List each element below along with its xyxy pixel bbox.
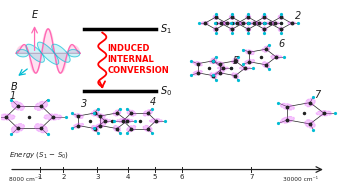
Ellipse shape [44,114,62,120]
Text: 7: 7 [314,90,320,99]
Ellipse shape [232,58,239,64]
Ellipse shape [280,103,294,110]
Text: 5: 5 [233,56,239,66]
Text: E: E [32,10,38,20]
Text: $S_1$: $S_1$ [160,22,172,36]
Text: 6: 6 [180,174,184,180]
Ellipse shape [262,15,267,19]
Text: 5: 5 [153,174,157,180]
Ellipse shape [245,27,251,32]
Ellipse shape [143,125,152,132]
Text: 3: 3 [81,99,87,109]
Text: 6: 6 [278,39,285,49]
Text: B: B [11,82,18,92]
Ellipse shape [11,101,24,110]
Text: 8000 cm⁻¹: 8000 cm⁻¹ [9,177,40,182]
Ellipse shape [73,113,84,119]
Ellipse shape [305,120,315,128]
Ellipse shape [230,27,235,32]
Ellipse shape [278,15,283,19]
Text: 7: 7 [249,174,254,180]
Ellipse shape [34,124,48,133]
Text: $S_0$: $S_0$ [160,84,172,98]
Ellipse shape [232,73,239,79]
Ellipse shape [99,119,111,123]
Ellipse shape [239,66,251,70]
Polygon shape [55,53,67,73]
Ellipse shape [113,110,121,116]
Ellipse shape [210,73,217,79]
Ellipse shape [143,110,152,116]
Ellipse shape [11,124,24,133]
Ellipse shape [95,123,106,128]
Polygon shape [30,53,41,73]
Text: 2: 2 [294,11,301,21]
Ellipse shape [121,119,133,123]
Ellipse shape [239,22,247,25]
Text: 3: 3 [95,174,99,180]
Ellipse shape [215,70,224,75]
Polygon shape [68,50,80,57]
Ellipse shape [113,125,121,132]
Ellipse shape [280,116,294,123]
Ellipse shape [262,62,270,68]
Text: $\it{Energy}$ $(S_1{\,-\,}S_0)$: $\it{Energy}$ $(S_1{\,-\,}S_0)$ [9,150,69,160]
Text: 4: 4 [150,97,156,107]
Ellipse shape [244,59,255,64]
Ellipse shape [95,113,106,119]
Ellipse shape [215,61,224,66]
Text: 1: 1 [10,91,16,101]
Ellipse shape [117,119,130,123]
Polygon shape [42,29,54,53]
Ellipse shape [233,22,242,25]
Ellipse shape [266,22,274,25]
Polygon shape [52,44,70,62]
Ellipse shape [91,110,99,116]
Ellipse shape [217,22,225,25]
Ellipse shape [245,15,251,19]
Ellipse shape [271,22,279,25]
Text: 2: 2 [61,174,66,180]
Ellipse shape [244,50,255,55]
Polygon shape [26,44,45,62]
Ellipse shape [213,15,218,19]
Ellipse shape [218,66,228,70]
Ellipse shape [213,27,218,32]
Text: 1: 1 [37,174,42,180]
Text: 4: 4 [125,174,130,180]
Polygon shape [68,46,80,53]
Ellipse shape [91,125,99,132]
Ellipse shape [230,15,235,19]
Ellipse shape [249,22,258,25]
Ellipse shape [73,123,84,128]
Ellipse shape [262,46,270,52]
Ellipse shape [278,27,283,32]
Text: 30000 cm⁻¹: 30000 cm⁻¹ [284,177,319,182]
Ellipse shape [127,125,136,132]
Ellipse shape [193,70,202,75]
Ellipse shape [316,111,332,116]
Ellipse shape [222,22,231,25]
Polygon shape [16,50,28,57]
Ellipse shape [262,27,267,32]
Ellipse shape [305,98,315,107]
Text: INDUCED
INTERNAL
CONVERSION: INDUCED INTERNAL CONVERSION [107,44,169,75]
Ellipse shape [34,101,48,110]
Polygon shape [37,42,59,64]
Ellipse shape [127,110,136,116]
Ellipse shape [210,58,217,64]
Polygon shape [17,46,28,53]
Ellipse shape [201,22,209,25]
Ellipse shape [0,114,15,120]
Ellipse shape [287,22,296,25]
Ellipse shape [150,119,162,123]
Ellipse shape [193,61,202,66]
Ellipse shape [270,55,282,59]
Ellipse shape [255,22,264,25]
